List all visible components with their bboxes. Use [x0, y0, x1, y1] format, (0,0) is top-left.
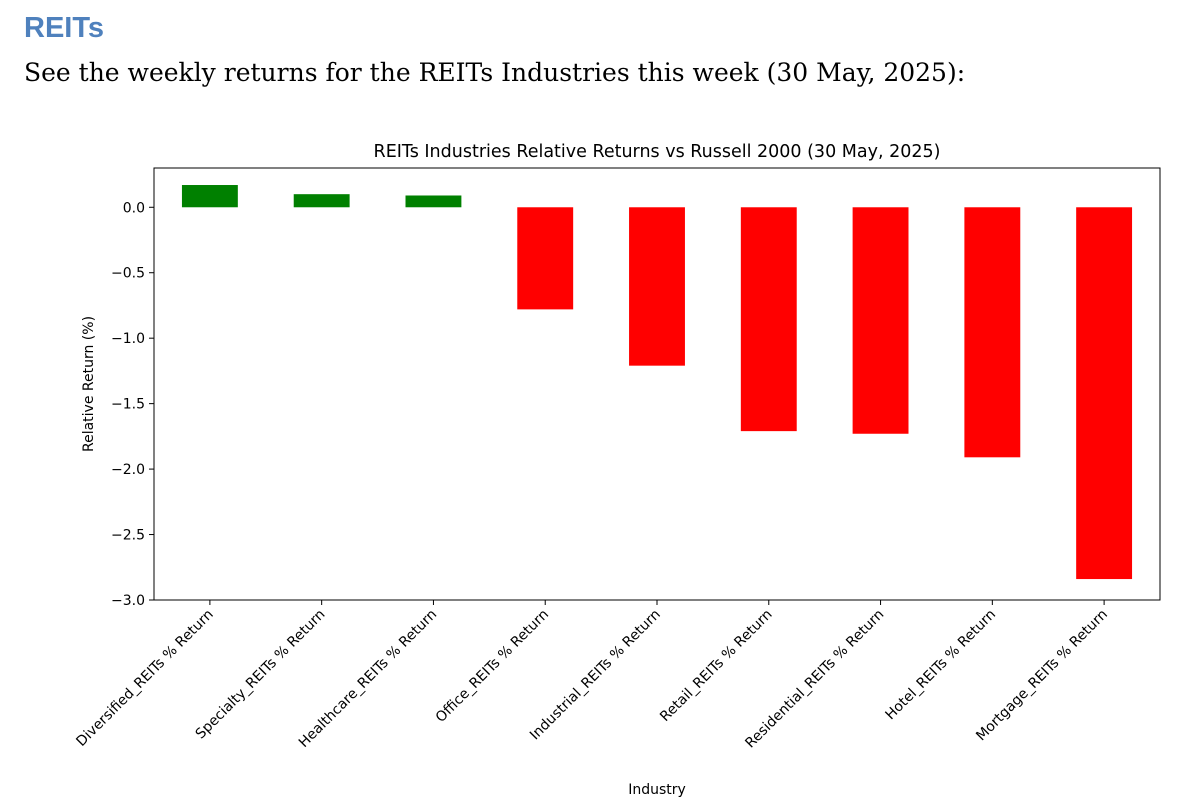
- bar-healthcare-reits-return: [405, 195, 462, 208]
- bar-residential-reits-return: [852, 207, 909, 434]
- bar-office-reits-return: [517, 207, 574, 310]
- y-axis-label: Relative Return (%): [81, 316, 97, 452]
- y-tick-label: −1.0: [111, 331, 145, 347]
- bar-mortgage-reits-return: [1076, 207, 1133, 580]
- bar-specialty-reits-return: [293, 194, 350, 208]
- bars-group: [181, 185, 1133, 580]
- x-tick-label-office-reits-return: Office_REITs % Return: [433, 607, 552, 726]
- x-tick-label-hotel-reits-return: Hotel_REITs % Return: [883, 607, 1000, 724]
- bar-industrial-reits-return: [629, 207, 685, 366]
- x-axis-label: Industry: [628, 782, 686, 798]
- y-tick-label: −1.5: [111, 397, 145, 413]
- y-tick-label: −0.5: [111, 266, 145, 282]
- bar-retail-reits-return: [740, 207, 797, 432]
- x-ticks-group: Diversified_REITs % ReturnSpecialty_REIT…: [73, 600, 1111, 751]
- chart-title: REITs Industries Relative Returns vs Rus…: [374, 142, 941, 162]
- y-tick-label: −2.0: [111, 462, 145, 478]
- x-tick-label-specialty-reits-return: Specialty_REITs % Return: [193, 607, 329, 743]
- x-tick-label-retail-reits-return: Retail_REITs % Return: [657, 607, 775, 725]
- bar-diversified-reits-return: [181, 185, 238, 208]
- intro-text: See the weekly returns for the REITs Ind…: [24, 58, 966, 87]
- x-tick-label-industrial-reits-return: Industrial_REITs % Return: [527, 607, 664, 744]
- bar-hotel-reits-return: [964, 207, 1021, 458]
- plot-frame: [153, 167, 1161, 601]
- x-tick-label-mortgage-reits-return: Mortgage_REITs % Return: [973, 607, 1111, 745]
- y-tick-label: −2.5: [111, 528, 145, 544]
- y-tick-label: 0.0: [123, 200, 145, 216]
- y-ticks-group: 0.0 −0.5 −1.0 −1.5 −2.0 −2.5 −3.0: [111, 200, 154, 609]
- section-heading: REITs: [24, 12, 105, 44]
- y-tick-label: −3.0: [111, 593, 145, 609]
